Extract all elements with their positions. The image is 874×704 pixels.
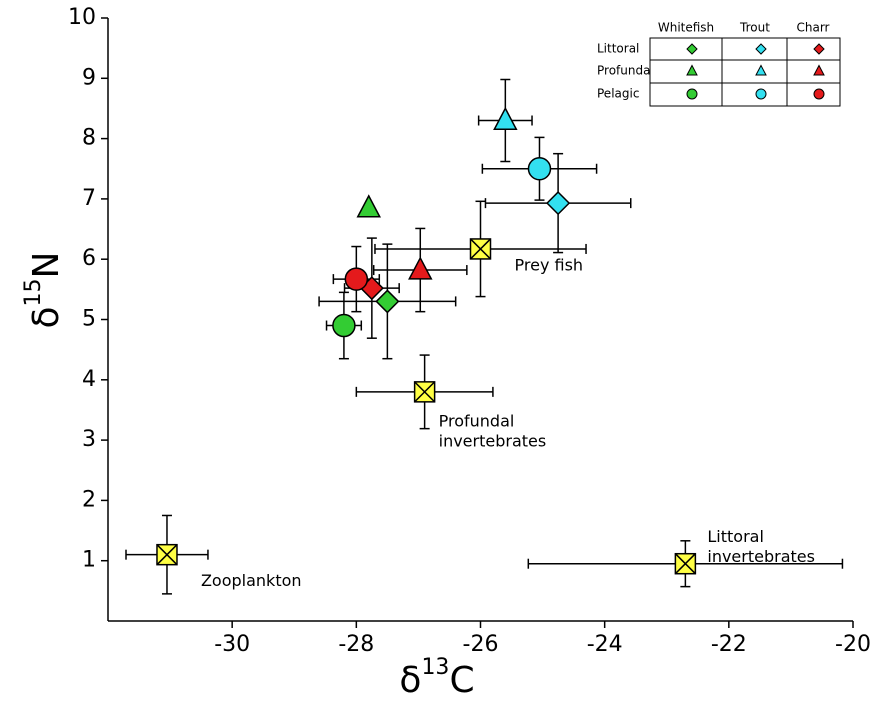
legend-marker (755, 88, 767, 100)
legend-row: Profunda (597, 64, 650, 78)
y-tick-label: 7 (82, 186, 96, 211)
legend-marker (813, 88, 825, 100)
marker-cross (156, 544, 178, 566)
x-tick-label: -28 (338, 632, 374, 657)
fish-point (408, 256, 433, 280)
reference-label: invertebrates (707, 547, 815, 566)
legend-row: Littoral (597, 42, 639, 56)
legend-marker (755, 64, 767, 76)
y-tick-label: 6 (82, 246, 96, 271)
legend-marker (755, 43, 767, 55)
x-label-base: δ (399, 660, 421, 701)
legend-row: Pelagic (597, 87, 639, 101)
fish-point (493, 106, 518, 131)
x-tick-label: -20 (835, 632, 871, 657)
y-tick-label: 3 (82, 427, 96, 452)
x-tick-label: -24 (587, 632, 623, 657)
reference-label: Littoral (707, 527, 764, 546)
y-tick-label: 8 (82, 126, 96, 151)
marker-cross (674, 553, 696, 575)
legend-column: Charr (797, 21, 830, 35)
y-tick-label: 9 (82, 65, 96, 90)
fish-point (356, 194, 381, 218)
legend-marker (686, 88, 698, 100)
reference-label: invertebrates (439, 431, 547, 450)
legend-frame (649, 37, 841, 107)
y-tick-label: 5 (82, 307, 96, 332)
legend-marker (813, 43, 825, 55)
x-axis-label: δ13C (399, 655, 474, 701)
reference-label: Prey fish (515, 255, 584, 274)
y-label-unit: N (26, 252, 67, 279)
marker-cross (414, 381, 436, 403)
x-label-unit: C (449, 660, 474, 701)
y-axis-label: δ15N (21, 252, 67, 329)
y-tick-label: 10 (68, 5, 96, 30)
reference-label: Profundal (439, 411, 515, 430)
x-label-sup: 13 (421, 655, 449, 680)
fish-point (344, 267, 369, 291)
y-label-sup: 15 (21, 278, 46, 306)
legend-table (649, 37, 841, 107)
y-tick-label: 2 (82, 487, 96, 512)
legend-marker (813, 64, 825, 76)
y-tick-label: 1 (82, 548, 96, 573)
fish-point (546, 191, 571, 216)
marker-cross (469, 238, 492, 260)
x-tick-label: -26 (463, 632, 499, 657)
y-tick-label: 4 (82, 367, 96, 392)
fish-point (375, 289, 400, 314)
legend-column: Whitefish (658, 21, 714, 35)
x-tick-label: -30 (214, 632, 250, 657)
fish-point (332, 313, 356, 338)
reference-label: Zooplankton (201, 571, 302, 590)
legend-column: Trout (739, 21, 770, 35)
fish-point (527, 157, 552, 181)
legend-marker (686, 64, 698, 76)
y-label-base: δ (26, 306, 67, 328)
x-tick-label: -22 (711, 632, 747, 657)
legend-marker (686, 43, 698, 55)
